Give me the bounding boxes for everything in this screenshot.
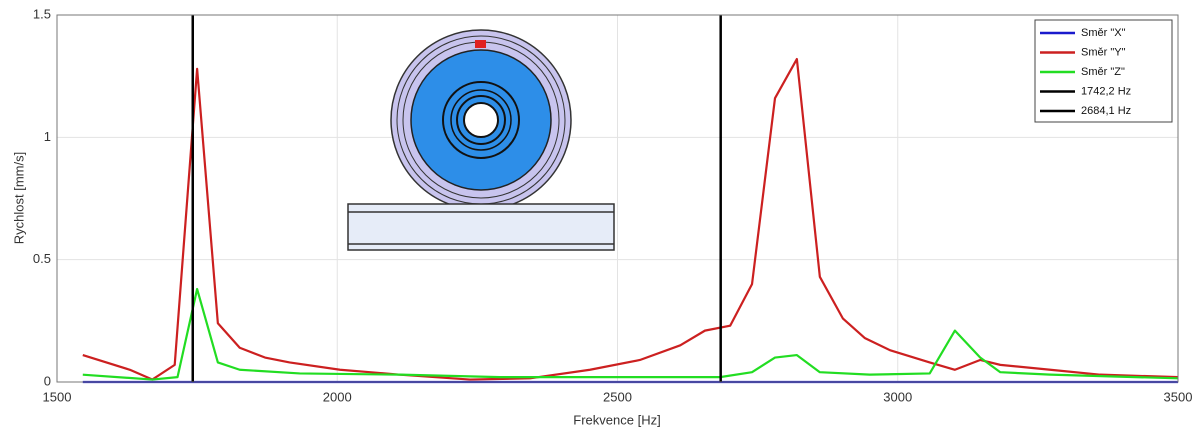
wheel-illustration — [347, 29, 615, 251]
y-tick-label: 0.5 — [33, 251, 51, 266]
legend-label: 2684,1 Hz — [1081, 105, 1131, 117]
legend: Směr "X" Směr "Y" Směr "Z" 1742,2 Hz 2684,1 … — [1034, 19, 1173, 123]
plot-frame — [56, 14, 1179, 383]
x-tick-label: 1500 — [43, 389, 72, 404]
x-tick-label: 3000 — [883, 389, 912, 404]
legend-label: Směr "Z" — [1081, 66, 1125, 78]
legend-label: Směr "Y" — [1081, 46, 1126, 58]
legend-label: 1742,2 Hz — [1081, 85, 1131, 97]
series-line — [82, 287, 1179, 381]
y-tick-label: 1 — [44, 129, 51, 144]
x-tick-label: 2000 — [323, 389, 352, 404]
legend-label: Směr "X" — [1081, 27, 1126, 39]
x-axis-label: Frekvence [Hz] — [573, 412, 660, 427]
y-axis-label: Rychlost [mm/s] — [11, 152, 26, 244]
y-tick-label: 1.5 — [33, 6, 51, 21]
y-tick-label: 0 — [44, 373, 51, 388]
x-tick-label: 2500 — [603, 389, 632, 404]
series-line — [82, 57, 1179, 381]
x-tick-label: 3500 — [1164, 389, 1193, 404]
